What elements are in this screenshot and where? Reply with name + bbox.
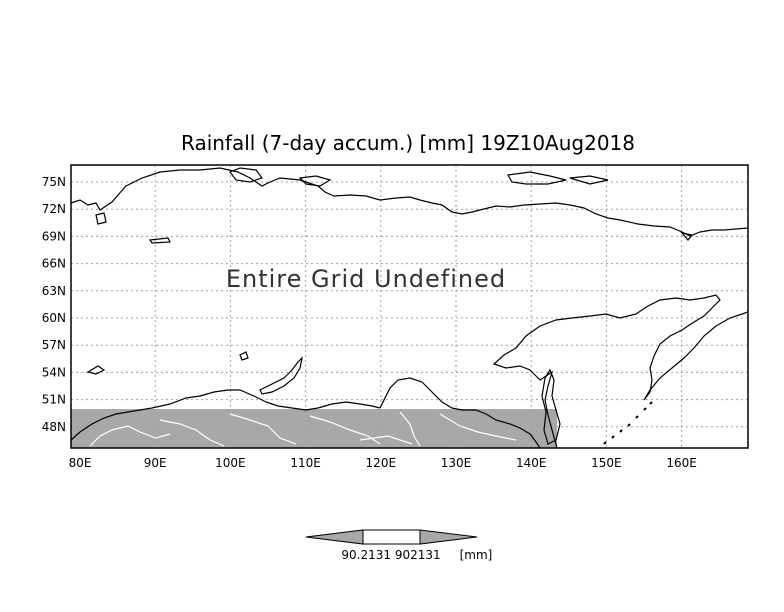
river xyxy=(359,435,413,445)
lat-tick-label: 72N xyxy=(42,202,66,216)
river xyxy=(89,425,171,447)
lat-tick-label: 60N xyxy=(42,311,66,325)
arctic-island xyxy=(298,175,332,187)
river xyxy=(399,411,421,447)
map-title: Rainfall (7-day accum.) [mm] 19Z10Aug201… xyxy=(181,131,635,155)
rivers xyxy=(89,411,517,447)
arctic-island xyxy=(507,171,567,185)
lat-tick-label: 66N xyxy=(42,257,66,271)
longitude-labels: 80E 90E 100E 110E 120E 130E 140E 150E 160E xyxy=(69,456,697,470)
map-background xyxy=(71,165,748,448)
river xyxy=(229,413,297,445)
sakhalin-island xyxy=(541,368,561,445)
colorbar-unit-label: [mm] xyxy=(460,548,493,562)
lon-tick-label: 80E xyxy=(69,456,92,470)
colorbar-value-label: 90.2131 902131 xyxy=(341,548,440,562)
border-line xyxy=(70,389,381,441)
undefined-data-band xyxy=(71,409,557,448)
lon-tick-label: 110E xyxy=(290,456,321,470)
arctic-island xyxy=(148,237,171,244)
lon-tick-label: 160E xyxy=(666,456,697,470)
lat-tick-label: 75N xyxy=(42,175,66,189)
river xyxy=(439,413,517,441)
small-lake xyxy=(86,365,106,375)
undefined-grid-message: Entire Grid Undefined xyxy=(226,265,506,293)
lon-tick-label: 120E xyxy=(366,456,397,470)
lat-tick-label: 51N xyxy=(42,393,66,407)
lon-tick-label: 140E xyxy=(516,456,547,470)
kamchatka-coast xyxy=(643,311,749,401)
latitude-labels: 75N 72N 69N 66N 63N 60N 57N 54N 51N 48N xyxy=(42,175,66,434)
amur-coast xyxy=(379,377,541,449)
arctic-island xyxy=(569,175,609,185)
colorbar-left-arrow xyxy=(305,529,364,545)
lat-tick-label: 69N xyxy=(42,229,66,243)
pacific-coastline xyxy=(492,294,721,449)
gridlines xyxy=(71,165,748,448)
coastlines xyxy=(70,167,749,449)
lon-tick-label: 150E xyxy=(591,456,622,470)
arctic-island xyxy=(680,232,694,241)
small-lake xyxy=(239,351,249,361)
lon-tick-label: 130E xyxy=(441,456,472,470)
colorbar-right-arrow xyxy=(419,529,478,545)
lat-tick-label: 48N xyxy=(42,420,66,434)
lat-tick-label: 57N xyxy=(42,338,66,352)
arctic-coastline xyxy=(70,167,749,237)
map-frame xyxy=(70,164,749,449)
river xyxy=(159,419,225,447)
kuril-islands xyxy=(603,401,653,445)
arctic-island xyxy=(229,167,263,183)
map-panel: Entire Grid Undefined xyxy=(70,164,749,449)
lake-baikal xyxy=(259,356,303,395)
colorbar: 90.2131 902131 [mm] xyxy=(305,529,493,562)
arctic-island xyxy=(95,212,107,225)
lat-tick-label: 63N xyxy=(42,284,66,298)
lon-tick-label: 90E xyxy=(144,456,167,470)
lon-tick-label: 100E xyxy=(215,456,246,470)
colorbar-box xyxy=(362,529,421,545)
lat-tick-label: 54N xyxy=(42,365,66,379)
